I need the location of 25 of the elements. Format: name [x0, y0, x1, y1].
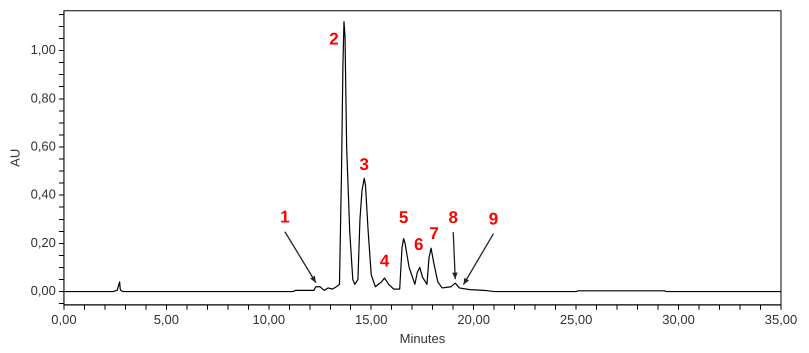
- x-tick-label: 30,00: [662, 312, 695, 328]
- annotation: 9: [488, 209, 498, 228]
- annotation: 7: [429, 224, 439, 243]
- y-tick-label: 0,80: [30, 90, 56, 106]
- y-tick-label: 1,00: [30, 42, 56, 58]
- annotation: 5: [398, 208, 408, 228]
- y-tick-label: 0,20: [30, 234, 56, 250]
- y-tick-label: 0,00: [30, 283, 56, 298]
- annotation: 3: [360, 154, 369, 174]
- x-tick-label: 25,00: [560, 312, 592, 328]
- annotation: 8: [448, 208, 458, 227]
- x-tick-label: 0,00: [51, 312, 77, 328]
- x-tick-label: 15,00: [354, 312, 388, 328]
- x-tick-label: 10,00: [252, 312, 286, 328]
- annotation: 2: [329, 29, 339, 48]
- y-tick-label: 0,60: [30, 138, 56, 154]
- y-axis-title: AU: [7, 148, 22, 167]
- x-tick-label: 20,00: [457, 312, 490, 328]
- x-tick-label: 5,00: [154, 312, 179, 328]
- annotation: 6: [414, 235, 424, 254]
- y-tick-label: 0,40: [30, 186, 56, 202]
- x-tick-label: 35,00: [764, 312, 798, 328]
- x-axis-title: Minutes: [400, 330, 446, 346]
- annotation: 4: [380, 252, 390, 271]
- annotation: 1: [280, 207, 290, 226]
